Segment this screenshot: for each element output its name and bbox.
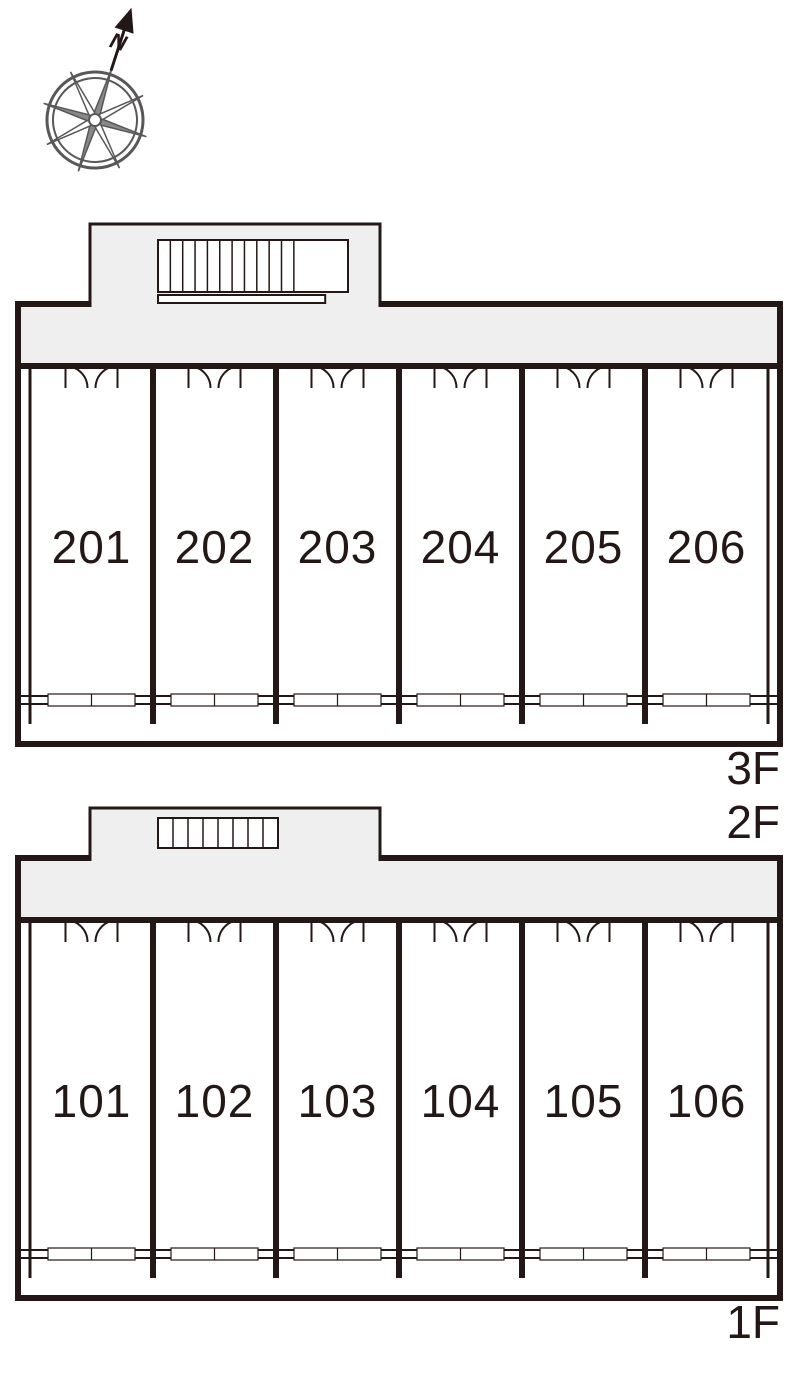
compass-rose: N — [27, 0, 183, 188]
floor-label: 3F — [726, 742, 780, 794]
floor-label: 2F — [726, 796, 780, 848]
unit-label: 201 — [52, 521, 132, 573]
unit-label: 104 — [421, 1075, 501, 1127]
unit-label: 202 — [175, 521, 255, 573]
unit-label: 205 — [544, 521, 624, 573]
unit-label: 103 — [298, 1075, 378, 1127]
unit-label: 206 — [667, 521, 747, 573]
unit-label: 106 — [667, 1075, 747, 1127]
unit-label: 203 — [298, 521, 378, 573]
floor-upper — [18, 224, 780, 744]
unit-label: 105 — [544, 1075, 624, 1127]
unit-label: 204 — [421, 521, 501, 573]
unit-label: 102 — [175, 1075, 255, 1127]
svg-text:N: N — [107, 28, 131, 57]
floor-label: 1F — [726, 1296, 780, 1348]
floor-lower — [18, 808, 780, 1298]
floor-plan-diagram: N 201 202 203 204 205 206 3F 101 102 103 104 105 106 2… — [0, 0, 800, 1373]
unit-label: 101 — [52, 1075, 132, 1127]
